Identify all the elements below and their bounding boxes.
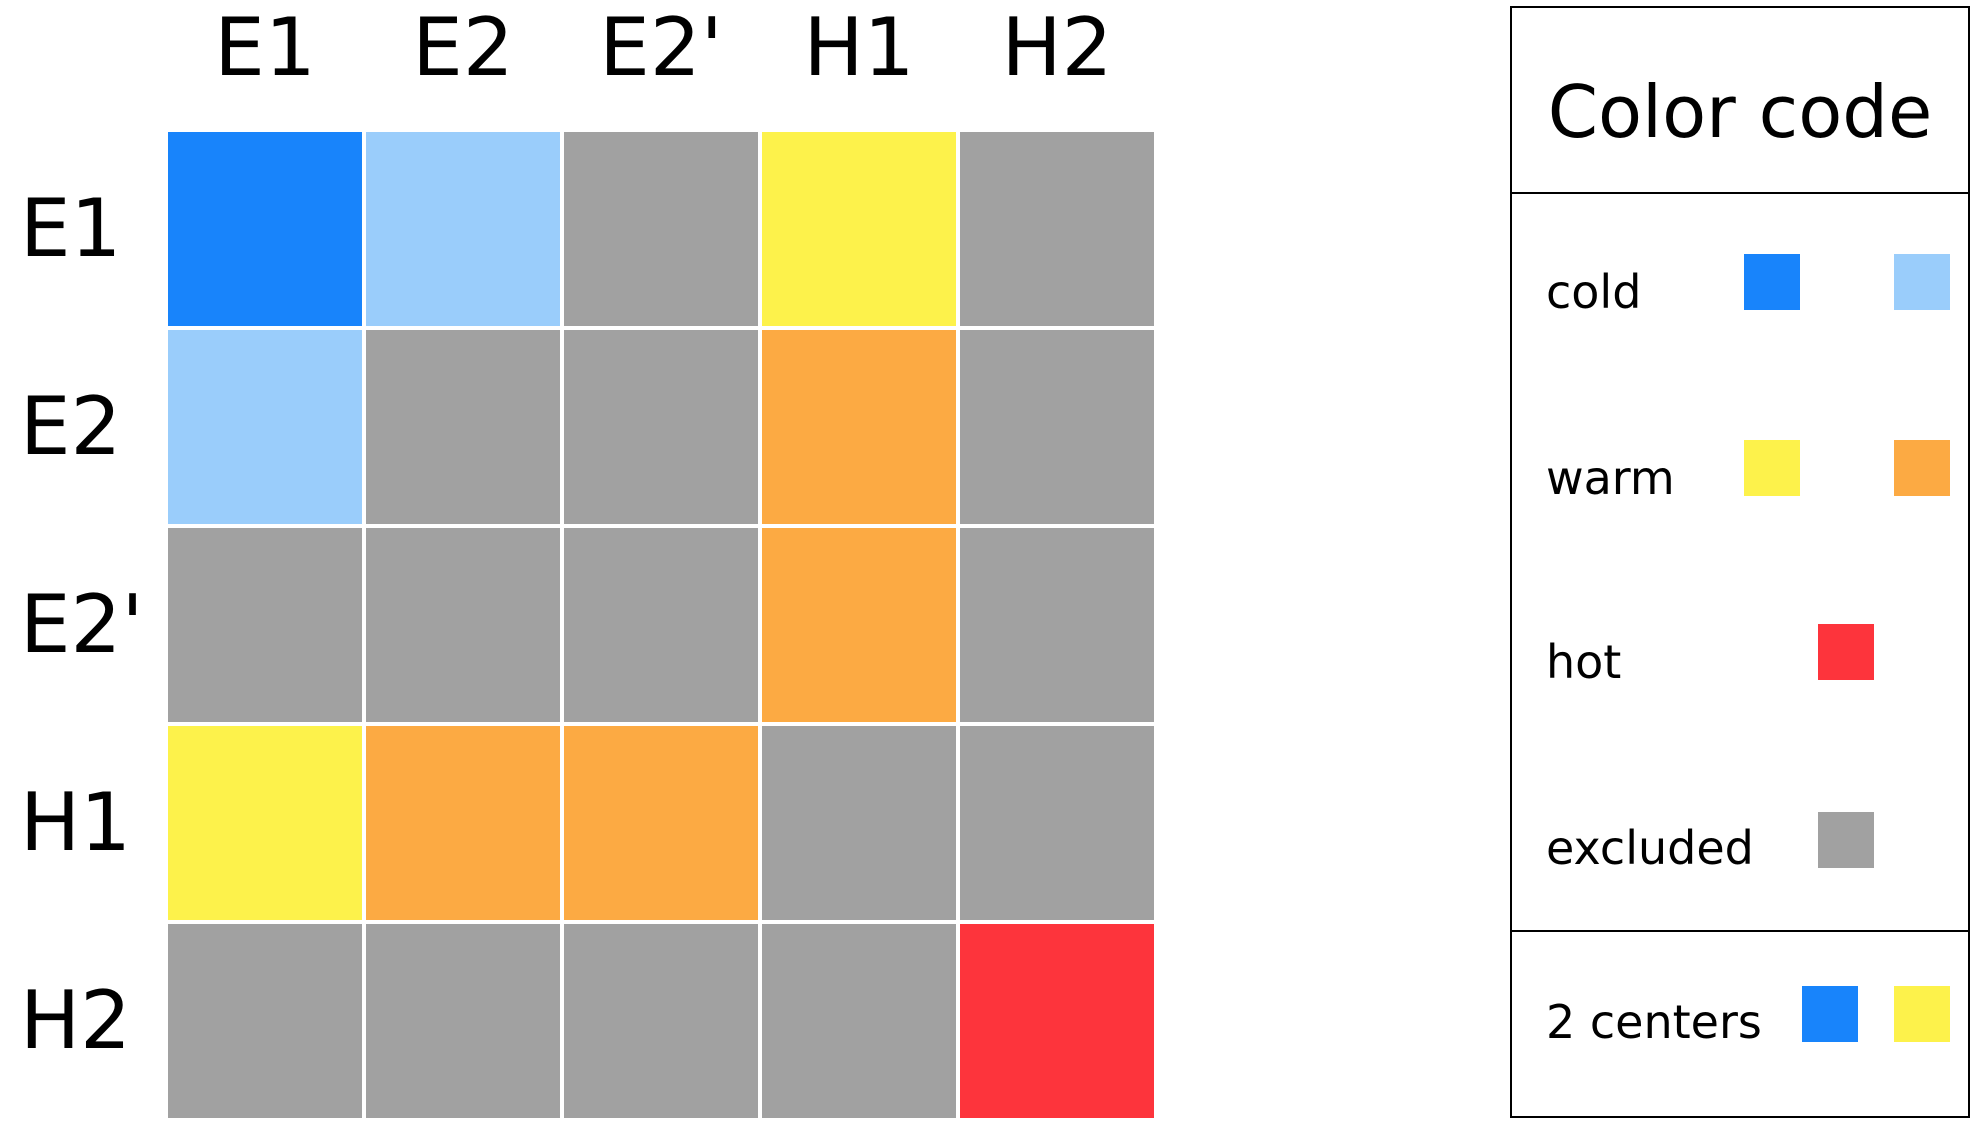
matrix-cell-warm-light: [762, 132, 956, 326]
row-label: E1: [20, 182, 122, 275]
matrix-cell-excluded: [960, 528, 1154, 722]
matrix-cell-excluded: [168, 924, 362, 1118]
legend-swatch-warm-light: [1744, 440, 1800, 496]
legend-title: Color code: [1512, 8, 1968, 194]
matrix-cell-excluded: [564, 132, 758, 326]
row-label: H2: [20, 974, 132, 1067]
row-label: E2': [20, 578, 144, 671]
legend-label-cold: cold: [1546, 265, 1642, 319]
column-label: H2: [1001, 1, 1113, 94]
matrix-cell-excluded: [564, 924, 758, 1118]
matrix-cell-excluded: [960, 132, 1154, 326]
matrix-cell-cold-dark: [168, 132, 362, 326]
matrix-cell-cold-light: [168, 330, 362, 524]
legend-swatch-cold-dark: [1802, 986, 1858, 1042]
column-label: E2': [599, 1, 723, 94]
column-label: E1: [214, 1, 316, 94]
matrix-cell-cold-light: [366, 132, 560, 326]
matrix-cell-excluded: [366, 924, 560, 1118]
legend-swatch-excluded: [1818, 812, 1874, 868]
legend-swatch-cold-light: [1894, 254, 1950, 310]
matrix-cell-warm-dark: [564, 726, 758, 920]
column-label: H1: [803, 1, 915, 94]
legend-label-warm: warm: [1546, 451, 1675, 505]
matrix-cell-excluded: [366, 330, 560, 524]
matrix-cell-excluded: [564, 528, 758, 722]
matrix-cell-hot: [960, 924, 1154, 1118]
legend-swatch-warm-dark: [1894, 440, 1950, 496]
legend-footer: 2 centers: [1512, 930, 1968, 1120]
matrix-cell-excluded: [960, 726, 1154, 920]
matrix-cell-excluded: [762, 924, 956, 1118]
matrix-cell-warm-light: [168, 726, 362, 920]
matrix-cell-excluded: [564, 330, 758, 524]
legend-swatch-cold-dark: [1744, 254, 1800, 310]
column-label: E2: [412, 1, 514, 94]
row-label: E2: [20, 380, 122, 473]
matrix-cell-excluded: [960, 330, 1154, 524]
matrix-cell-warm-dark: [366, 726, 560, 920]
legend-label-hot: hot: [1546, 635, 1622, 689]
matrix-cell-excluded: [168, 528, 362, 722]
matrix-cell-excluded: [762, 726, 956, 920]
row-label: H1: [20, 776, 132, 869]
legend-label-2-centers: 2 centers: [1546, 995, 1762, 1049]
legend-swatch-warm-light: [1894, 986, 1950, 1042]
legend-swatch-hot: [1818, 624, 1874, 680]
matrix-cell-warm-dark: [762, 528, 956, 722]
matrix-cell-warm-dark: [762, 330, 956, 524]
color-code-legend: Color code cold warm hot excluded 2 centers: [1510, 6, 1970, 1118]
legend-label-excluded: excluded: [1546, 821, 1754, 875]
matrix-cell-excluded: [366, 528, 560, 722]
